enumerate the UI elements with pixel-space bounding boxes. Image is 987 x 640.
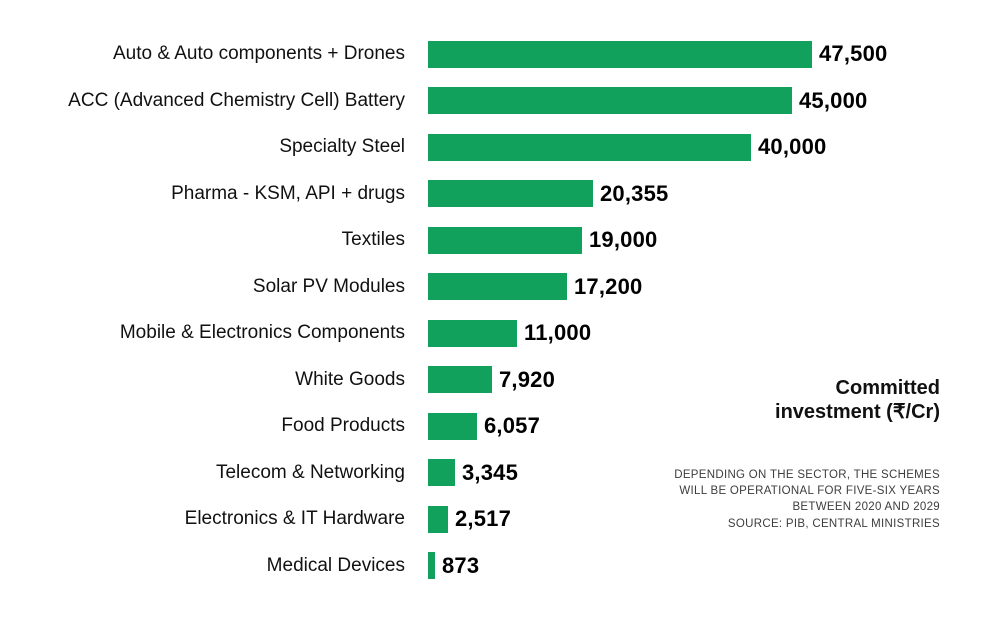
bar: [428, 366, 492, 394]
chart-row: Medical Devices 873: [0, 543, 888, 590]
chart-row: Food Products 6,057: [0, 403, 888, 450]
chart-row: Pharma - KSM, API + drugs 20,355: [0, 171, 888, 218]
category-label: Textiles: [341, 229, 405, 251]
chart-row: Solar PV Modules 17,200: [0, 264, 888, 311]
value-label: 47,500: [819, 41, 888, 67]
category-label: Pharma - KSM, API + drugs: [171, 182, 405, 204]
chart-annotation: Committed investment (₹/Cr) DEPENDING ON…: [580, 376, 940, 532]
category-label: Mobile & Electronics Components: [119, 322, 405, 344]
bar: [428, 226, 582, 254]
source-note-line: DEPENDING ON THE SECTOR, THE SCHEMES: [674, 468, 940, 481]
source-note-line: WILL BE OPERATIONAL FOR FIVE-SIX YEARS: [679, 485, 940, 498]
value-label: 19,000: [589, 227, 658, 253]
chart-row: Electronics & IT Hardware 2,517: [0, 496, 888, 543]
bar: [428, 505, 448, 533]
category-label: Medical Devices: [266, 554, 405, 576]
value-label: 6,057: [484, 413, 541, 439]
bar: [428, 180, 593, 208]
bar: [428, 273, 567, 301]
source-note-line: BETWEEN 2020 AND 2029: [792, 501, 940, 514]
value-label: 2,517: [455, 506, 512, 532]
category-label: White Goods: [295, 368, 405, 390]
bar: [428, 412, 477, 440]
bar: [428, 133, 751, 161]
source-note: DEPENDING ON THE SECTOR, THE SCHEMES WIL…: [580, 467, 940, 532]
bar: [428, 459, 455, 487]
category-label: Electronics & IT Hardware: [184, 508, 405, 530]
chart-row: Telecom & Networking 3,345: [0, 450, 888, 497]
category-label: Solar PV Modules: [252, 275, 405, 297]
value-label: 7,920: [499, 366, 556, 392]
bar: [428, 319, 517, 347]
chart-row: Textiles 19,000: [0, 217, 888, 264]
bar: [428, 552, 435, 580]
legend-title-line1: Committed: [835, 377, 940, 399]
category-label: ACC (Advanced Chemistry Cell) Battery: [68, 89, 405, 111]
category-label: Auto & Auto components + Drones: [112, 43, 405, 65]
chart-row: Mobile & Electronics Components 11,000: [0, 310, 888, 357]
value-label: 3,345: [462, 459, 519, 485]
bar-chart: Auto & Auto components + Drones 47,500 ACC…: [0, 31, 888, 589]
bar: [428, 40, 812, 68]
legend-title: Committed investment (₹/Cr): [580, 376, 940, 425]
chart-row: Auto & Auto components + Drones 47,500: [0, 31, 888, 78]
chart-row: White Goods 7,920: [0, 357, 888, 404]
source-note-line: SOURCE: PIB, CENTRAL MINISTRIES: [727, 517, 940, 530]
legend-title-line2: investment (₹/Cr): [775, 401, 940, 424]
value-label: 20,355: [600, 180, 669, 206]
chart-row: Specialty Steel 40,000: [0, 124, 888, 171]
value-label: 873: [442, 552, 480, 578]
value-label: 45,000: [799, 87, 868, 113]
bar: [428, 87, 792, 115]
category-label: Food Products: [281, 415, 405, 437]
value-label: 11,000: [524, 320, 592, 346]
chart-row: ACC (Advanced Chemistry Cell) Battery 45,…: [0, 78, 888, 125]
category-label: Specialty Steel: [279, 136, 405, 158]
value-label: 40,000: [758, 134, 827, 160]
category-label: Telecom & Networking: [215, 461, 405, 483]
chart-rows: Auto & Auto components + Drones 47,500 ACC…: [0, 31, 888, 589]
value-label: 17,200: [574, 273, 643, 299]
